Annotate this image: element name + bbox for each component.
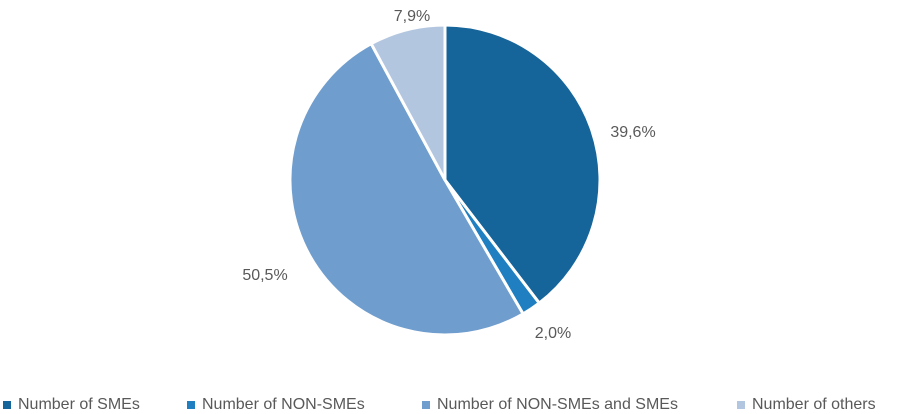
legend-item-non-smes: Number of NON-SMEs (187, 396, 365, 414)
pie-slice-4 (369, 23, 447, 182)
pie-slice-1 (443, 23, 602, 305)
legend: Number of SMEs Number of NON-SMEs Number… (0, 392, 899, 414)
data-label-2: 2,0% (535, 325, 571, 342)
legend-swatch-others (737, 401, 745, 409)
legend-label-non-smes: Number of NON-SMEs (202, 396, 365, 413)
legend-item-others: Number of others (737, 396, 876, 414)
data-label-4: 7,9% (394, 8, 430, 25)
legend-label-others: Number of others (752, 396, 876, 413)
data-label-1: 39,6% (610, 124, 655, 141)
legend-item-smes: Number of SMEs (3, 396, 140, 414)
pie-slices (288, 23, 602, 337)
legend-item-non-smes-and-smes: Number of NON-SMEs and SMEs (422, 396, 678, 414)
legend-swatch-non-smes-and-smes (422, 401, 430, 409)
pie-data-labels: 39,6% 2,0% 50,5% 7,9% (242, 8, 655, 342)
pie-chart: 39,6% 2,0% 50,5% 7,9% (242, 8, 655, 342)
legend-label-smes: Number of SMEs (18, 396, 140, 413)
legend-label-non-smes-and-smes: Number of NON-SMEs and SMEs (437, 396, 678, 413)
data-label-3: 50,5% (242, 267, 287, 284)
legend-swatch-non-smes (187, 401, 195, 409)
legend-swatch-smes (3, 401, 11, 409)
pie-slice-3 (288, 42, 525, 337)
